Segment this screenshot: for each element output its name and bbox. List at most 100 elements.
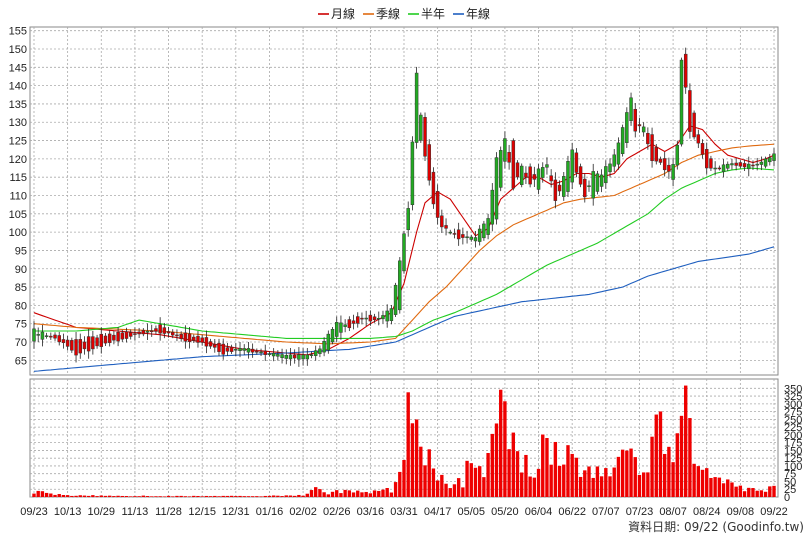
volume-bar [389, 492, 394, 497]
volume-bar [444, 483, 448, 497]
candlestick [503, 131, 507, 169]
volume-bar [528, 476, 532, 497]
candlestick [435, 184, 440, 225]
candlestick [103, 333, 108, 347]
candlesticks [32, 47, 776, 367]
volume-bar [309, 490, 314, 497]
volume-bar [574, 457, 579, 497]
candle-body [608, 163, 612, 173]
legend: 月線 季線 半年 年線 [318, 6, 490, 21]
volume-bar [667, 446, 671, 497]
candle-body [99, 333, 104, 347]
volume-bar [141, 495, 146, 497]
volume-bar [343, 489, 347, 497]
candlestick [166, 326, 171, 338]
candlestick [179, 331, 183, 342]
volume-bar [65, 495, 70, 497]
candle-body [444, 225, 448, 229]
volume-bar [200, 496, 204, 497]
candlestick [82, 336, 87, 355]
candlestick [490, 183, 495, 232]
candle-body [507, 152, 511, 163]
volume-bar [242, 496, 246, 497]
candlestick [696, 129, 701, 149]
candle-body [259, 351, 263, 354]
candlestick [297, 347, 301, 367]
volume-bar [768, 486, 772, 497]
candlestick [671, 157, 675, 187]
x-tick-label: 01/16 [256, 506, 284, 518]
price-tick-label: 110 [9, 191, 27, 203]
candle-body [427, 144, 431, 181]
candlestick [507, 144, 511, 170]
volume-bar [620, 449, 625, 497]
volume-bar [654, 414, 658, 497]
volume-bar [734, 486, 738, 497]
candlestick [280, 348, 284, 364]
x-tick-label: 07/23 [626, 506, 654, 518]
candle-body [124, 331, 129, 339]
volume-bar [103, 495, 108, 497]
candlestick [402, 230, 406, 274]
x-tick-label: 07/07 [592, 506, 620, 518]
candlestick [271, 348, 276, 362]
volume-bar [196, 495, 200, 497]
volume-bar [124, 496, 129, 497]
price-tick-label: 150 [9, 44, 27, 56]
candlestick [717, 165, 722, 171]
volume-bar [625, 450, 629, 497]
candle-body [364, 317, 368, 320]
candle-body [196, 335, 200, 343]
candle-body [553, 179, 558, 201]
candle-body [578, 166, 583, 185]
candlestick [377, 311, 381, 326]
candle-body [234, 349, 238, 351]
candle-body [402, 233, 406, 272]
candlestick [44, 332, 49, 339]
volume-bar [280, 496, 284, 497]
volume-bar [738, 485, 743, 497]
volume-bar [608, 476, 612, 497]
candlestick [747, 156, 751, 177]
volume-bar [82, 495, 87, 497]
candlestick [78, 333, 82, 359]
candlestick [120, 330, 125, 342]
candlestick [553, 172, 558, 209]
candlestick [519, 163, 524, 188]
volume-tick-label: 350 [784, 383, 802, 395]
candlestick [276, 350, 280, 361]
volume-bar [410, 423, 415, 497]
volume-bar [372, 490, 377, 497]
volume-bar [448, 488, 452, 497]
candle-body [301, 354, 305, 360]
candlestick [250, 343, 255, 358]
candle-body [423, 117, 427, 157]
volume-bar [120, 495, 124, 497]
candle-body [688, 90, 692, 132]
candlestick [53, 332, 57, 341]
candle-body [305, 354, 310, 360]
candlestick [583, 173, 587, 203]
candlestick [574, 148, 579, 178]
candle-body [187, 333, 192, 342]
candlestick [768, 153, 772, 166]
volume-bar [276, 495, 280, 497]
candle-body [145, 330, 150, 333]
candlestick [578, 163, 583, 188]
candle-body [599, 174, 604, 187]
candle-body [713, 167, 717, 170]
volume-bar [465, 460, 469, 497]
volume-bar [423, 465, 427, 497]
volume-bar [166, 495, 171, 497]
candlestick [124, 327, 129, 343]
price-tick-label: 130 [9, 117, 27, 129]
candle-body [175, 334, 179, 337]
volume-tick-label: 200 [784, 430, 802, 442]
candle-body [44, 335, 49, 337]
candle-body [730, 163, 734, 166]
candle-body [721, 164, 726, 172]
candle-body [637, 124, 642, 127]
volume-bar [175, 495, 179, 497]
candle-body [208, 341, 213, 347]
candlestick [217, 338, 221, 357]
